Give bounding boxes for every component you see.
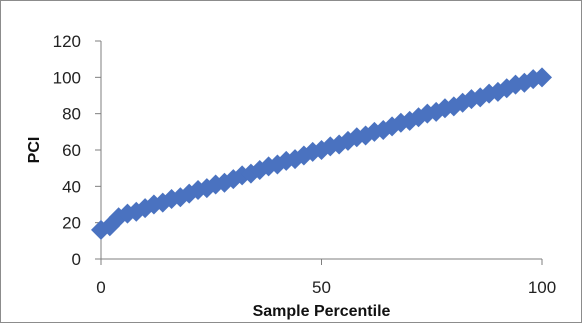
data-point [117, 203, 138, 224]
y-tick-label: 60 [62, 141, 81, 160]
y-axis: 0 20 40 60 80 100 120 [53, 32, 102, 269]
x-axis: 0 50 100 [96, 258, 556, 297]
y-tick-label: 120 [53, 32, 81, 51]
x-tick-label: 50 [312, 278, 331, 297]
x-tick-label: 100 [528, 278, 556, 297]
y-tick-label: 0 [72, 250, 81, 269]
data-point [532, 67, 552, 88]
y-tick-label: 80 [62, 105, 81, 124]
y-tick-label: 100 [53, 68, 81, 87]
y-axis-title: PCI [26, 137, 43, 164]
x-axis-title: Sample Percentile [253, 303, 391, 320]
data-points [91, 67, 552, 240]
data-point [355, 125, 376, 146]
y-tick-label: 20 [62, 214, 81, 233]
x-tick-label: 0 [96, 278, 105, 297]
y-tick-label: 40 [62, 177, 81, 196]
